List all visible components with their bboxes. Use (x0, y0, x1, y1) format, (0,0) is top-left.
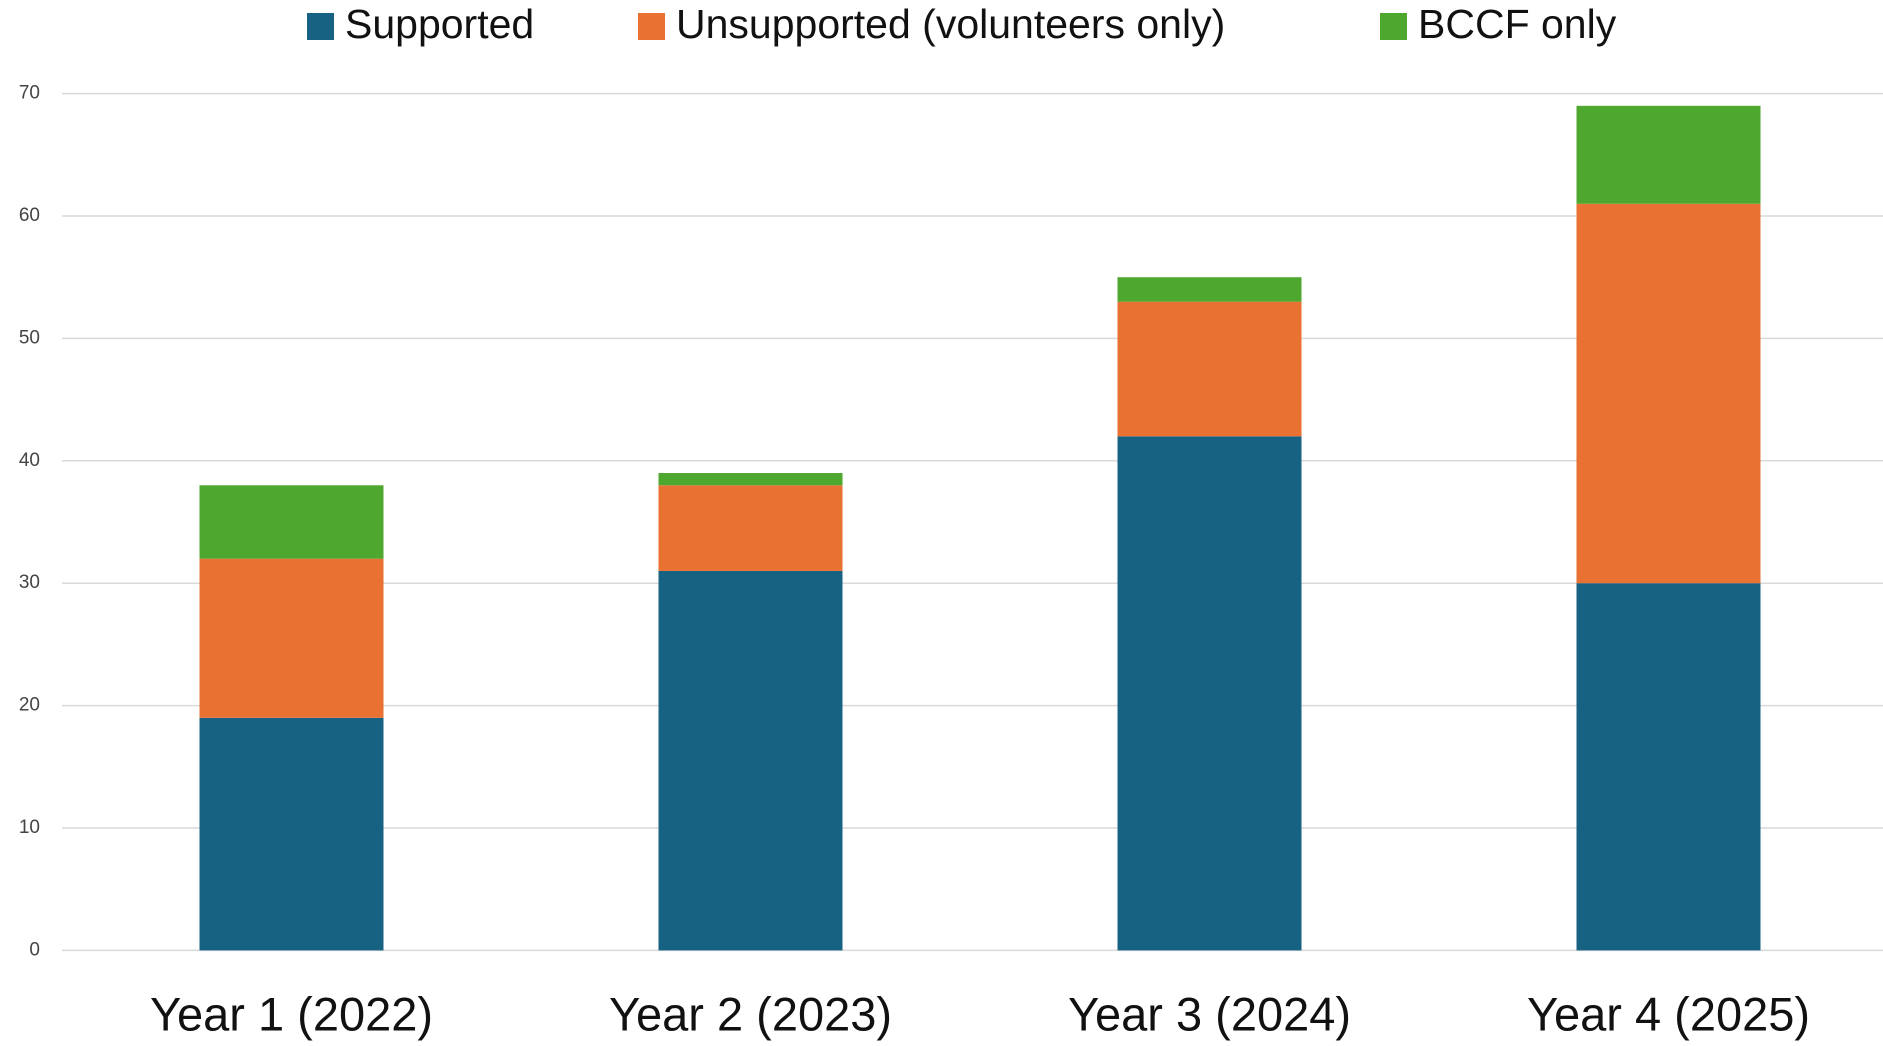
bar-segment (199, 717, 384, 951)
y-tick-label: 60 (19, 205, 40, 226)
legend-swatch (1380, 13, 1407, 40)
bar-segment (1117, 301, 1302, 437)
bar-segment (199, 485, 384, 559)
y-tick-label: 20 (19, 695, 40, 716)
y-tick-label: 40 (19, 450, 40, 471)
y-tick-label: 30 (19, 572, 40, 593)
bar-segment (1576, 203, 1761, 584)
bar-segment (658, 485, 843, 571)
x-tick-label: Year 3 (2024) (1068, 987, 1351, 1040)
y-tick-label: 50 (19, 327, 40, 348)
legend-swatch (638, 13, 665, 40)
y-tick-label: 0 (29, 939, 40, 960)
x-tick-label: Year 2 (2023) (609, 987, 892, 1040)
x-tick-label: Year 4 (2025) (1527, 987, 1810, 1040)
bar-segment (1576, 583, 1761, 951)
bar-segment (658, 473, 843, 486)
bar-segment (199, 558, 384, 718)
x-tick-label: Year 1 (2022) (150, 987, 433, 1040)
y-tick-label: 70 (19, 83, 40, 104)
y-tick-label: 10 (19, 817, 40, 838)
bar-segment (1117, 277, 1302, 302)
bar-segment (1117, 436, 1302, 951)
bar-segment (1576, 105, 1761, 204)
legend-swatch (307, 13, 334, 40)
legend-label: Supported (345, 1, 534, 47)
bar-segment (658, 570, 843, 951)
legend-label: Unsupported (volunteers only) (676, 1, 1225, 47)
legend-label: BCCF only (1418, 1, 1617, 47)
